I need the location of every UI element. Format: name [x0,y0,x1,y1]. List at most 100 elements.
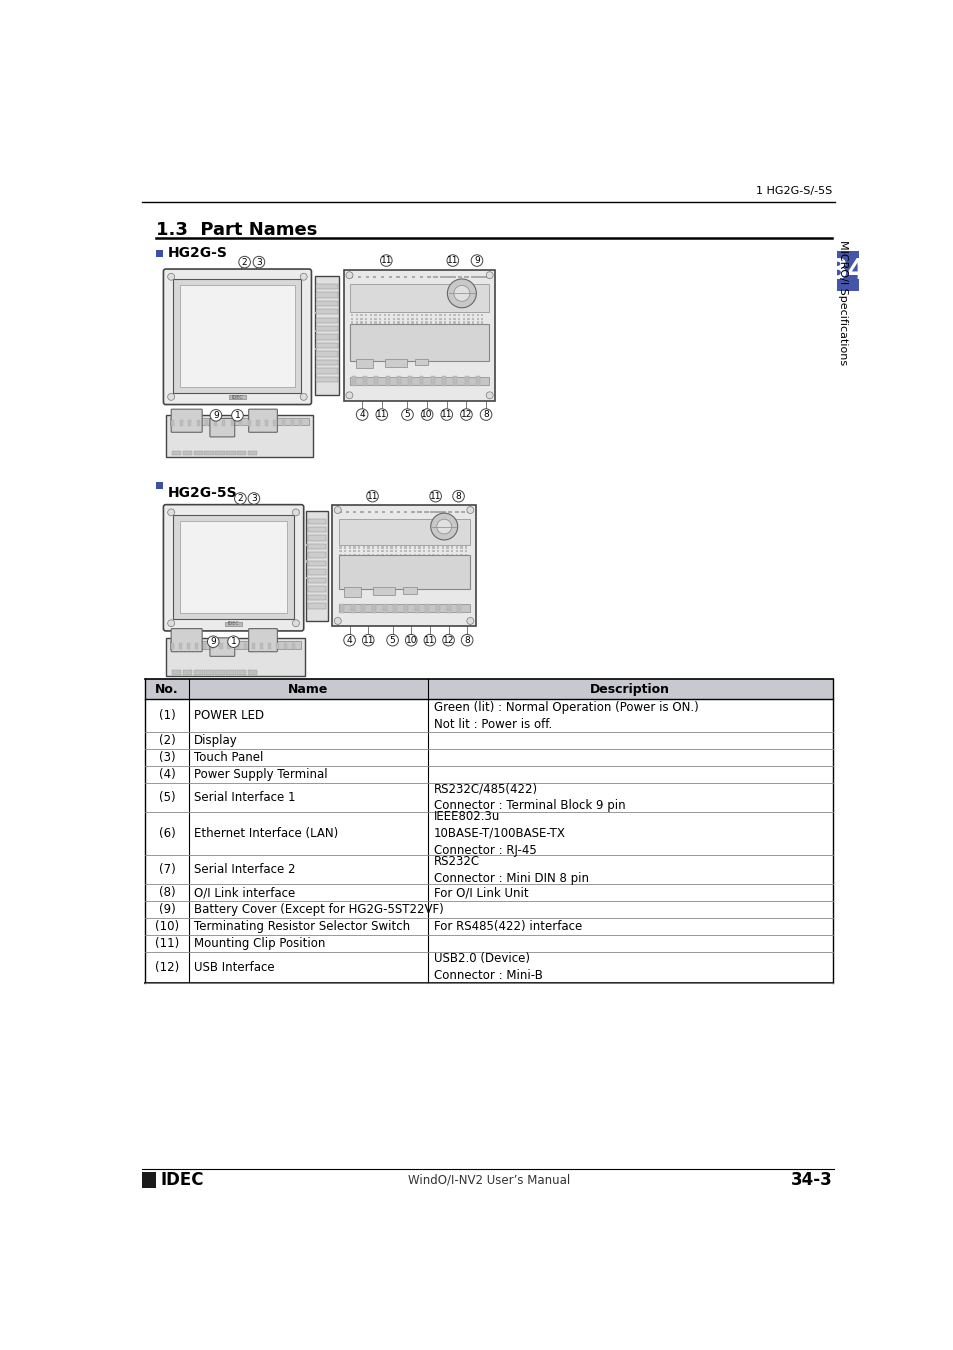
Circle shape [232,409,243,421]
Bar [183,451,192,455]
Text: 11: 11 [430,491,441,501]
Text: Serial Interface 1: Serial Interface 1 [193,791,294,803]
Bar [239,420,242,427]
Bar [470,275,474,278]
Bar [338,510,341,513]
Text: Mounting Clip Position: Mounting Clip Position [193,937,325,950]
Bar [362,558,365,560]
Circle shape [207,636,219,648]
Bar [363,377,367,386]
Bar [457,317,459,320]
Bar [457,321,459,324]
Bar [339,547,341,548]
Bar [406,317,409,320]
Text: IEEE802.3u
10BASE-T/100BASE-TX
Connector : RJ-45: IEEE802.3u 10BASE-T/100BASE-TX Connector… [434,810,565,857]
Bar [340,603,344,613]
Bar [404,547,406,548]
Bar [456,558,457,560]
Bar [375,510,377,513]
Circle shape [293,620,299,626]
Bar [357,554,360,556]
Bar [418,547,420,548]
Bar [360,325,362,328]
Bar [476,321,478,324]
Bar [476,377,479,386]
Bar [464,377,468,386]
Text: Description: Description [590,683,670,697]
Bar [443,325,446,328]
Bar [446,603,450,613]
Bar [378,313,381,316]
Bar [456,554,457,556]
Text: 1 HG2G-S/-5S: 1 HG2G-S/-5S [755,186,831,196]
Bar [443,321,446,324]
Text: 9: 9 [210,637,216,647]
Bar [307,603,326,609]
Bar [374,377,377,386]
Bar [383,325,385,328]
Bar [282,420,285,427]
Circle shape [356,409,368,420]
Bar [212,643,214,649]
Bar [462,317,464,320]
Bar [409,558,411,560]
Bar [351,313,353,316]
Bar [374,313,376,316]
Text: 10: 10 [421,410,433,418]
Bar [425,313,427,316]
Bar [422,554,425,556]
Bar [480,313,483,316]
Bar [448,321,451,324]
Bar [467,510,471,513]
Bar [409,549,411,552]
Bar [355,325,357,328]
Bar [409,554,411,556]
Bar [460,510,464,513]
Bar [420,313,422,316]
Bar [422,547,425,548]
Bar [433,510,436,513]
Bar [376,547,378,548]
Text: IDEC: IDEC [160,1170,204,1189]
Bar [357,558,360,560]
Bar [350,377,488,385]
Bar [344,547,346,548]
Text: (3): (3) [158,751,175,764]
Bar [416,321,418,324]
Bar [243,643,247,649]
Bar [388,313,390,316]
Text: (6): (6) [158,828,175,840]
Circle shape [466,617,474,625]
Text: No.: No. [155,683,178,697]
Bar [307,570,326,575]
Bar [332,505,476,626]
Bar [315,369,337,374]
Bar [339,549,341,552]
Bar [339,558,341,560]
Bar [248,420,251,427]
Bar [397,317,399,320]
Text: IDEC: IDEC [232,394,243,400]
Bar [446,547,448,548]
Bar [268,643,271,649]
Text: (2): (2) [158,734,175,747]
Bar [362,549,365,552]
Bar [226,451,235,455]
Bar [451,554,453,556]
Bar [404,603,408,613]
Bar [306,544,308,547]
Text: 1.3  Part Names: 1.3 Part Names [156,221,317,239]
Bar [179,420,183,427]
Bar [179,521,287,613]
Circle shape [346,271,353,278]
Bar [457,325,459,328]
Circle shape [430,490,441,502]
Bar [307,586,326,591]
Bar [204,670,213,675]
Bar [378,321,381,324]
Bar [482,275,486,278]
Text: USB2.0 (Device)
Connector : Mini-B: USB2.0 (Device) Connector : Mini-B [434,952,542,983]
Bar [414,558,416,560]
Bar [225,622,242,625]
Text: RS232C
Connector : Mini DIN 8 pin: RS232C Connector : Mini DIN 8 pin [434,855,588,884]
